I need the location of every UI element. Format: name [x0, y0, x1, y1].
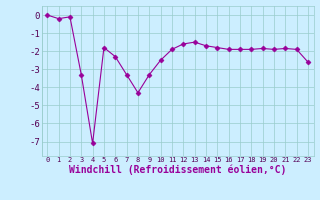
X-axis label: Windchill (Refroidissement éolien,°C): Windchill (Refroidissement éolien,°C): [69, 165, 286, 175]
